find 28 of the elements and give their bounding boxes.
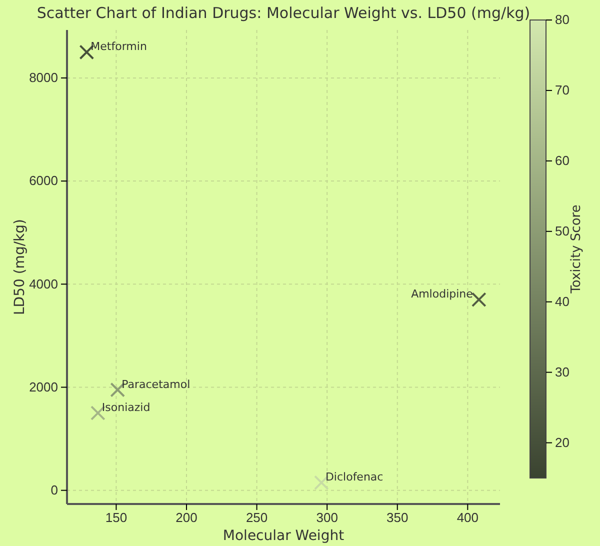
annotation: Diclofenac [325, 470, 384, 484]
x-tick-label: 350 [386, 510, 408, 526]
y-tick-label: 4000 [29, 276, 58, 292]
color-bar-label: 50 [555, 224, 570, 239]
y-tick-label: 8000 [29, 70, 58, 86]
color-bar-label: 30 [555, 364, 570, 380]
color-bar-label: 40 [555, 294, 570, 310]
color-bar-label: 60 [555, 153, 570, 168]
color-bar-label: 80 [555, 12, 570, 28]
x-axis-title: Molecular Weight [222, 528, 345, 544]
x-tick-label: 400 [456, 510, 479, 526]
annotation: Paracetamol [122, 378, 190, 391]
chart-title: Scatter Chart of Indian Drugs: Molecular Weight vs. LD50 (mg/kg) [36, 4, 530, 22]
annotation: Amlodipine [411, 288, 474, 301]
y-tick-label: 0 [50, 482, 58, 498]
point [471, 292, 486, 308]
color-bar-title: Toxicity Score [569, 204, 584, 294]
x-tick-label: 200 [176, 510, 198, 526]
x-tick-label: 150 [105, 510, 128, 526]
annotation: Isoniazid [102, 401, 150, 414]
y-axis-title: LD50 (mg/kg) [12, 218, 28, 316]
x-tick-label: 250 [246, 510, 268, 526]
annotation: Metformin [90, 40, 147, 54]
y-tick-label: 6000 [29, 173, 58, 188]
y-tick-label: 2000 [29, 379, 58, 394]
x-tick-label: 300 [316, 510, 338, 526]
color-bar-label: 70 [555, 82, 570, 98]
color-bar-label: 20 [555, 434, 570, 450]
